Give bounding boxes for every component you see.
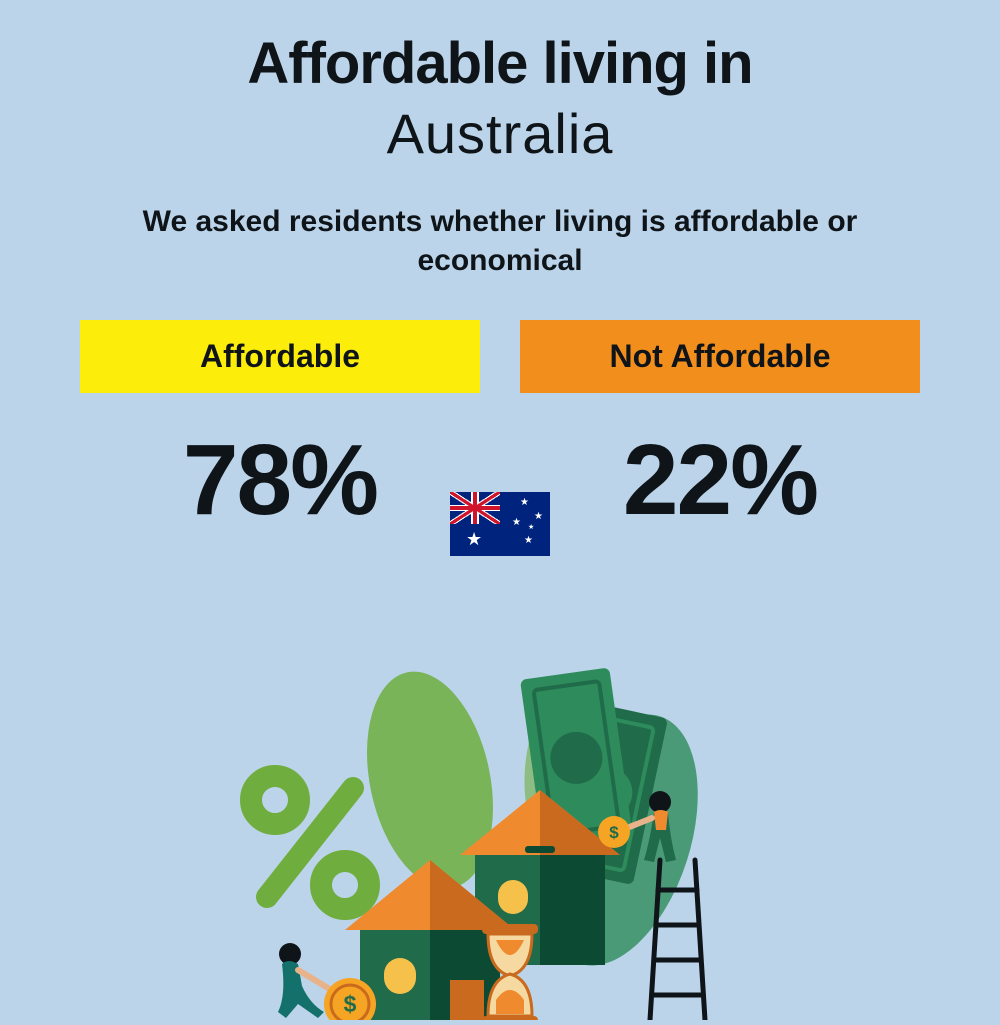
australia-flag-icon: ★ ★ ★ ★ ★ ★: [450, 492, 550, 556]
subtitle-text: We asked residents whether living is aff…: [0, 202, 1000, 280]
stat-affordable-value: 78%: [80, 423, 480, 538]
svg-text:$: $: [344, 991, 357, 1017]
title-block: Affordable living in Australia: [0, 0, 1000, 166]
stat-not-affordable-label: Not Affordable: [520, 320, 920, 393]
title-line1: Affordable living in: [0, 30, 1000, 97]
housing-money-illustration: $ $: [220, 660, 780, 1020]
stat-not-affordable: Not Affordable 22%: [520, 320, 920, 538]
title-line2: Australia: [0, 101, 1000, 166]
stat-affordable: Affordable 78%: [80, 320, 480, 538]
svg-text:$: $: [609, 823, 619, 842]
stat-not-affordable-value: 22%: [520, 423, 920, 538]
stat-affordable-label: Affordable: [80, 320, 480, 393]
